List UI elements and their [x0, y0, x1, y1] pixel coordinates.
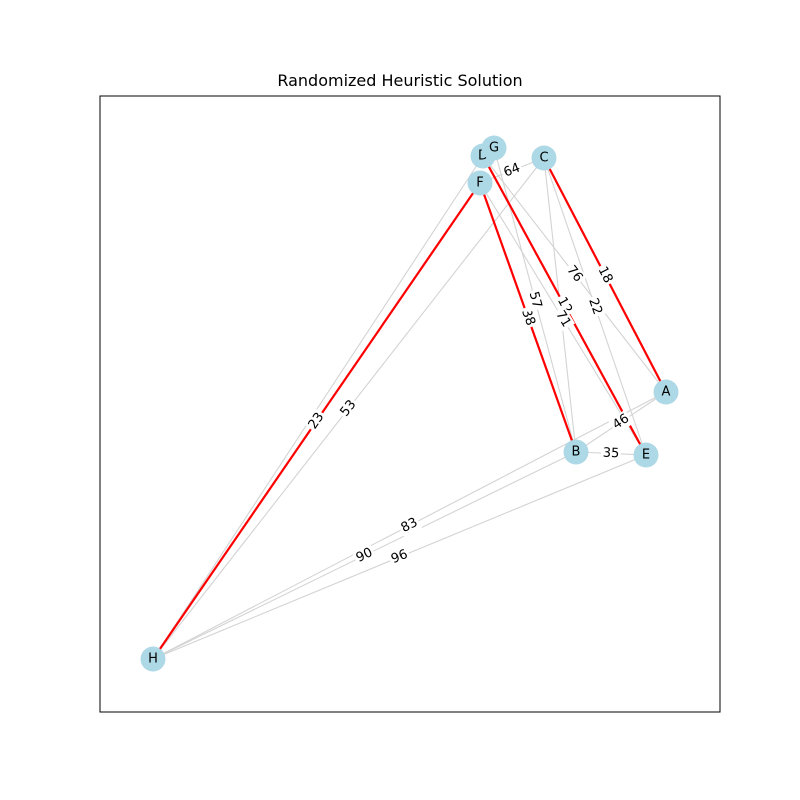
edge-label-background: [524, 288, 546, 312]
node-label: C: [539, 151, 548, 166]
edge-label-H-F: 23: [304, 408, 329, 434]
edge-label-B-H: 90: [352, 543, 377, 568]
node-label: A: [662, 385, 671, 400]
node-circle: [467, 170, 493, 196]
edge-label-B-E: 35: [600, 445, 622, 462]
node-label: B: [572, 445, 581, 460]
node-label: D: [478, 149, 488, 164]
edge-label-background: [517, 305, 539, 330]
node-circle: [563, 439, 589, 465]
node-label: E: [642, 448, 650, 463]
edge-weight: 23: [306, 410, 328, 432]
edge-label-background: [552, 292, 577, 319]
node-C: C: [531, 145, 557, 171]
edge-weight: 18: [595, 264, 616, 286]
edge-label-H-C: 53: [336, 395, 361, 422]
edge-weight: 90: [354, 545, 375, 566]
edge-label-A-C: 18: [593, 262, 617, 288]
node-circle: [140, 646, 166, 672]
edge-weight: 71: [552, 308, 573, 330]
node-A: A: [653, 379, 679, 405]
edge-weight: 22: [585, 296, 605, 317]
edge-label-background: [593, 262, 617, 288]
node-label: G: [489, 141, 499, 156]
node-H: H: [140, 646, 166, 672]
edge-label-background: [304, 408, 329, 434]
edge-weight: 64: [502, 161, 523, 181]
node-G: G: [481, 135, 507, 161]
edge-label-background: [352, 543, 377, 568]
node-B: B: [563, 439, 589, 465]
node-circle: [481, 135, 507, 161]
node-circle: [531, 145, 557, 171]
edge-weight: 83: [399, 515, 421, 536]
edge-label-A-H: 83: [396, 513, 423, 538]
edge-layer: [152, 147, 667, 660]
edge-label-A-B: 46: [608, 409, 634, 435]
edge-label-A-D: 76: [562, 261, 587, 287]
edge-H-D: [152, 155, 484, 660]
diagram-title: Randomized Heuristic Solution: [277, 71, 523, 90]
plot-frame: [99, 95, 721, 713]
node-circle: [633, 442, 659, 468]
edge-weight: 76: [564, 263, 586, 285]
node-circle: [653, 379, 679, 405]
edge-weight: 96: [389, 547, 410, 567]
edge-label-background: [562, 261, 587, 287]
edge-label-background: [499, 159, 525, 182]
edge-label-background: [600, 445, 622, 462]
edge-label-E-F: 71: [550, 306, 576, 332]
node-E: E: [633, 442, 659, 468]
edge-label-background: [336, 395, 361, 422]
edge-label-B-G: 57: [524, 288, 546, 312]
edge-label-background: [387, 545, 412, 569]
edge-label-B-F: 38: [517, 305, 539, 330]
node-F: F: [467, 170, 493, 196]
edge-weight: 46: [610, 411, 632, 433]
node-layer: A B C D E F G H: [140, 135, 679, 672]
node-label: F: [476, 176, 483, 191]
edge-label-background: [608, 409, 634, 435]
edge-label-C-F: 64: [499, 159, 525, 182]
node-label: H: [148, 652, 158, 667]
edge-label-E-H: 96: [387, 545, 412, 569]
edge-weight: 57: [526, 290, 545, 310]
edge-weight: 35: [602, 446, 619, 462]
edge-label-E-C: 22: [584, 294, 606, 319]
edge-label-background: [584, 294, 606, 319]
edge-label-background: [550, 306, 576, 332]
edge-label-background: [396, 513, 423, 538]
edge-weight: 53: [337, 397, 359, 419]
edge-weight: 38: [518, 307, 538, 328]
